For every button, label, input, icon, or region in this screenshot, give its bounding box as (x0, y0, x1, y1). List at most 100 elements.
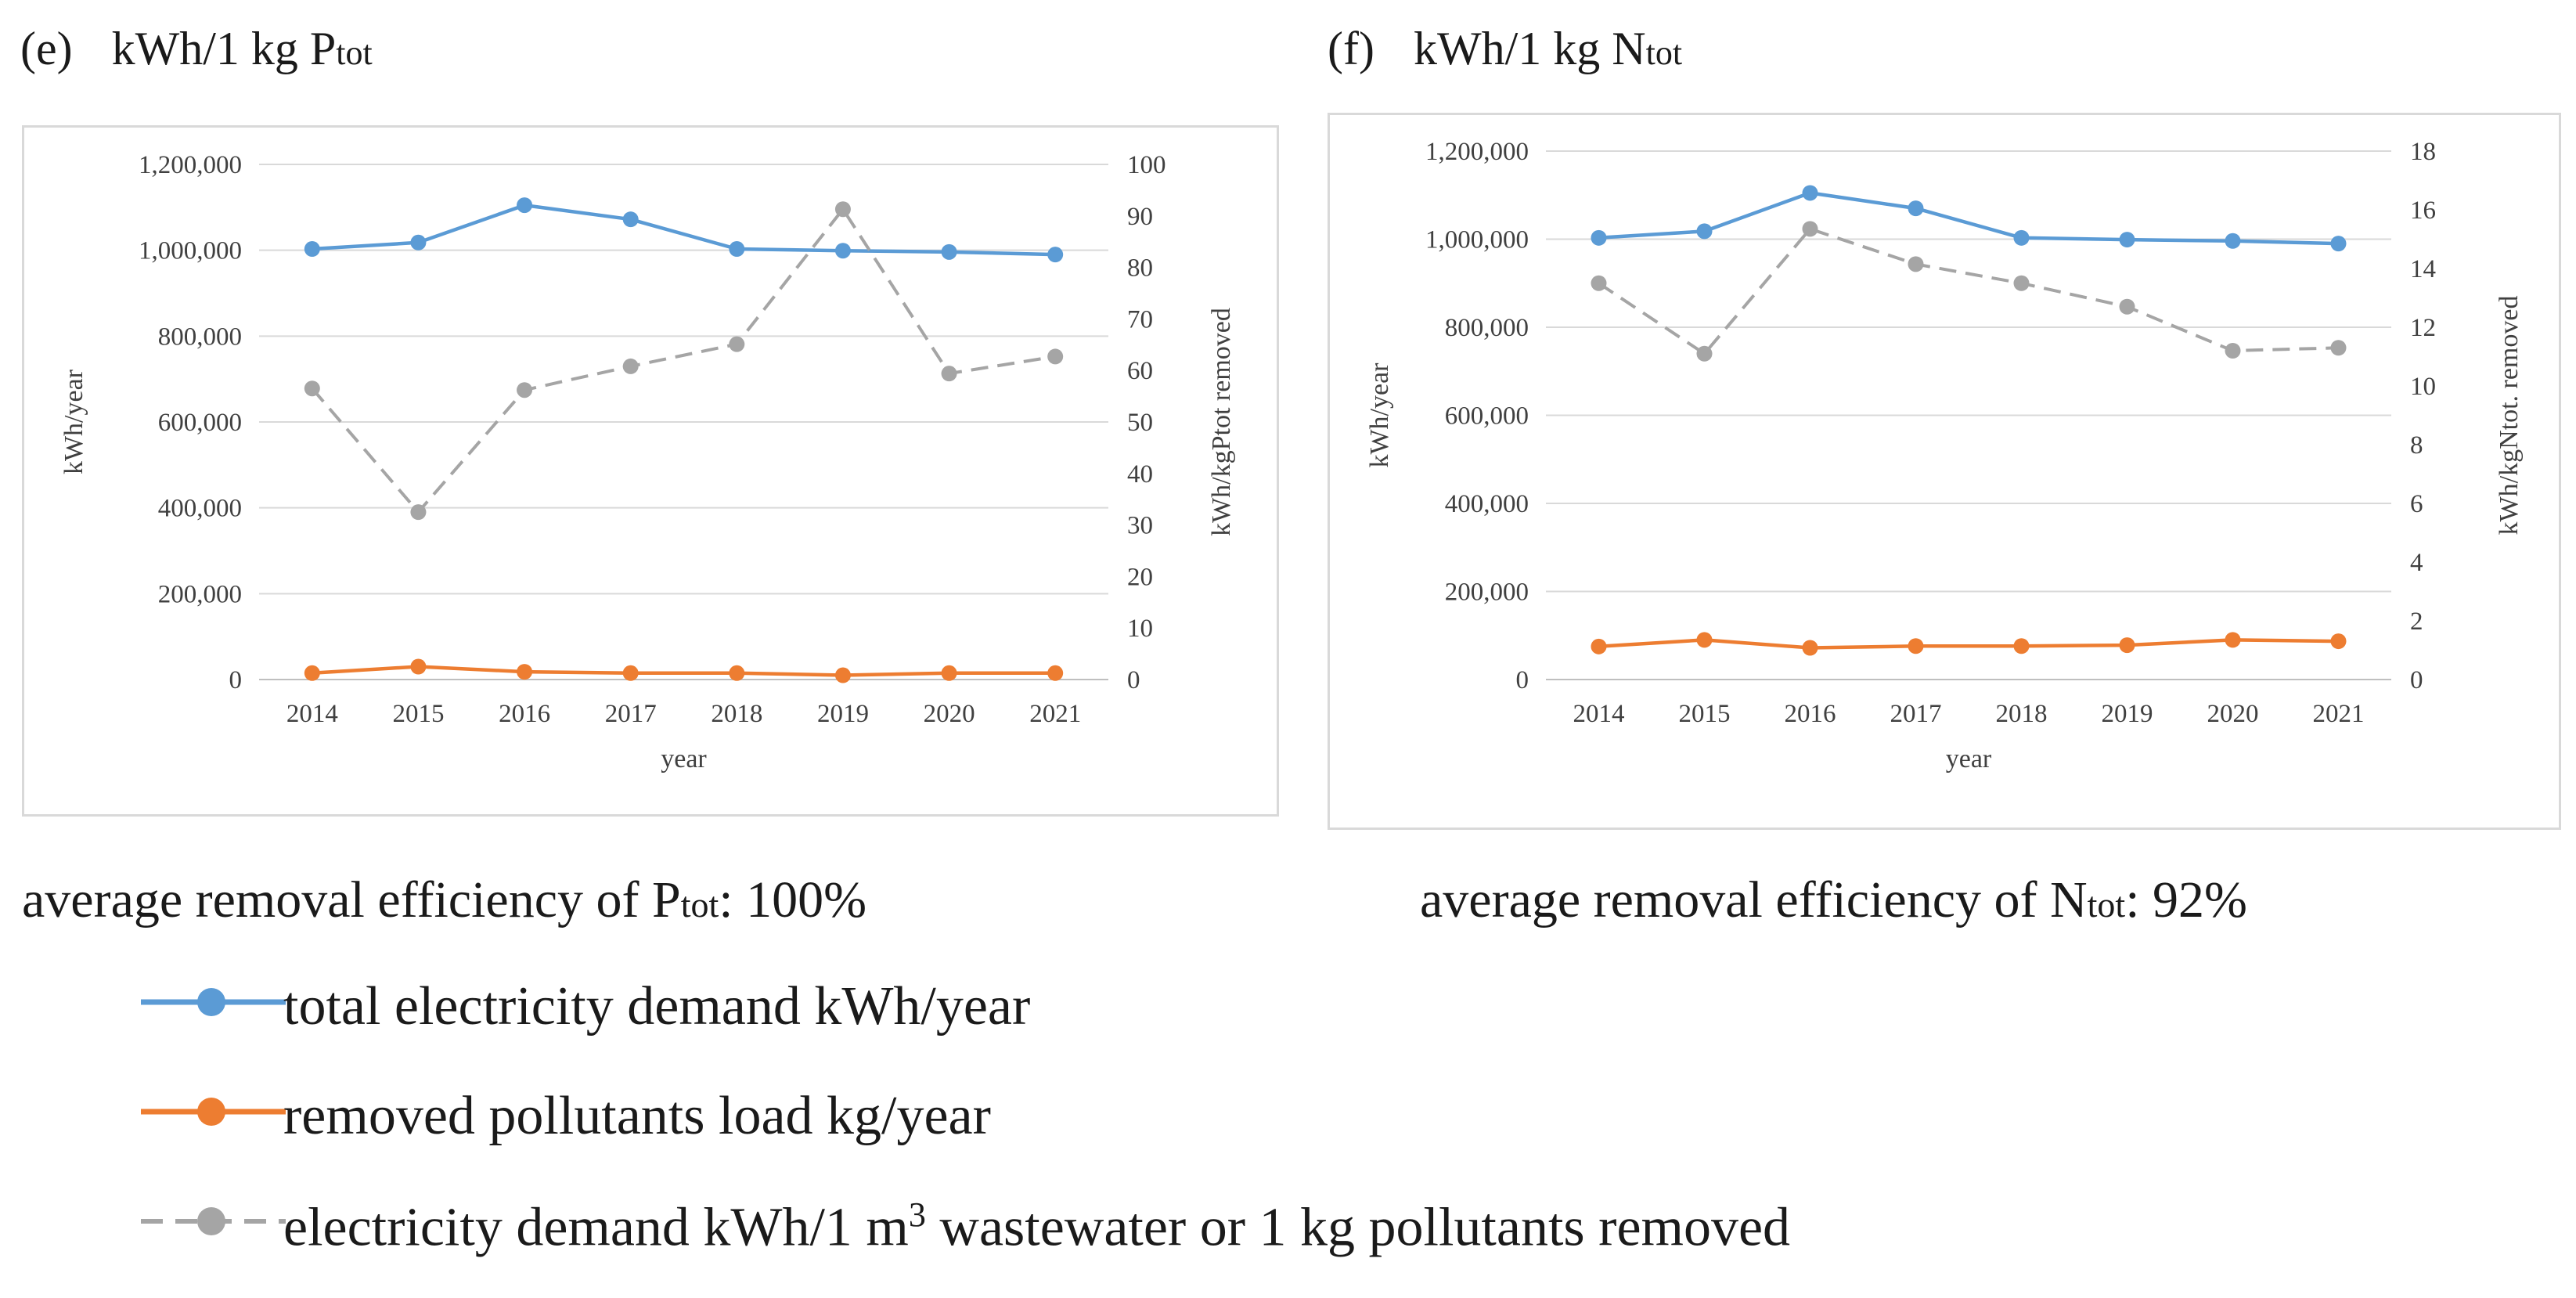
chart-e-point-load (622, 665, 639, 681)
chart-e-series-load-line (312, 665, 1056, 677)
chart-e-y2tick-label: 10 (1127, 615, 1153, 643)
panel-e-title-sub: tot (336, 34, 373, 72)
chart-f-point-per-unit (2225, 343, 2241, 359)
chart-e-point-load (729, 665, 745, 681)
chart-e-xtick-label: 2016 (499, 700, 550, 728)
chart-f-xtick-label: 2015 (1679, 700, 1731, 728)
chart-f-y2tick-label: 12 (2410, 314, 2436, 342)
chart-e-point-per-unit (304, 380, 320, 397)
chart-e-ytick-label: 400,000 (158, 495, 242, 523)
chart-e-y2tick-label: 40 (1127, 460, 1153, 489)
chart-e-point-demand (622, 211, 639, 228)
chart-e-point-demand (834, 243, 851, 259)
legend-label-per-unit-before: electricity demand kWh/1 m (283, 1197, 909, 1258)
panel-f-title-main: kWh/1 kg N (1413, 23, 1646, 74)
chart-e-y2tick-label: 30 (1127, 512, 1153, 540)
chart-f-series-demand-line (1598, 191, 2339, 246)
chart-f-series-load-line (1598, 638, 2339, 650)
chart-e-y2tick-label: 60 (1127, 357, 1153, 385)
chart-f-ytick-label: 800,000 (1445, 314, 1529, 342)
chart-f-y2tick-label: 18 (2410, 138, 2436, 166)
chart-e-point-demand (304, 241, 320, 258)
chart-e-ytick-label: 1,000,000 (139, 237, 242, 265)
chart-f-y2label: kWh/kgNtot. removed (2495, 296, 2524, 535)
chart-e-point-per-unit (622, 358, 639, 374)
chart-e-point-demand (410, 234, 427, 251)
panel-f-letter: (f) (1328, 23, 1374, 74)
chart-f-point-per-unit (1591, 275, 1607, 291)
chart-e-xlabel: year (661, 745, 707, 773)
chart-f-ytick-label: 1,000,000 (1425, 226, 1529, 254)
chart-e-ytick-label: 1,200,000 (139, 151, 242, 179)
chart-f-ylabel: kWh/year (1365, 362, 1394, 468)
caption-e-value: : 100% (719, 871, 867, 928)
chart-f-series-per-unit-line (1598, 227, 2339, 355)
chart-f-ytick-label: 1,200,000 (1425, 138, 1529, 166)
chart-f-y2tick-label: 16 (2410, 197, 2436, 225)
chart-f-point-per-unit (2013, 275, 2030, 291)
chart-e-series-demand-line (312, 203, 1056, 257)
legend-label-per-unit-sup: 3 (908, 1195, 926, 1234)
panel-e-title-main: kWh/1 kg P (111, 23, 337, 74)
caption-f-value: : 92% (2125, 871, 2248, 928)
chart-f-point-demand (1591, 229, 1607, 246)
chart-e-point-per-unit (941, 366, 957, 382)
chart-e-y2tick-label: 70 (1127, 305, 1153, 334)
chart-e-xtick-label: 2018 (711, 700, 762, 728)
chart-e-xtick-label: 2019 (817, 700, 869, 728)
chart-e-point-load (410, 658, 427, 675)
chart-f-point-demand (1696, 223, 1713, 240)
chart-e-y2tick-label: 0 (1127, 666, 1140, 694)
chart-e-ytick-label: 200,000 (158, 580, 242, 608)
chart-f-xtick-label: 2014 (1573, 700, 1625, 728)
chart-f-ytick-label: 200,000 (1445, 579, 1529, 607)
chart-f-point-demand (2330, 236, 2347, 252)
chart-f-point-per-unit (1908, 256, 1924, 272)
chart-f-point-load (2013, 638, 2030, 654)
chart-f-xlabel: year (1946, 745, 1992, 773)
chart-f-y2tick-label: 2 (2410, 608, 2423, 636)
chart-e-point-load (834, 667, 851, 683)
chart-f-y2tick-label: 4 (2410, 549, 2423, 577)
chart-f-y2tick-label: 0 (2410, 666, 2423, 694)
chart-f-ytick-label: 0 (1516, 666, 1529, 694)
chart-f-point-per-unit (1802, 221, 1818, 237)
caption-f: average removal efficiency of Ntot: 92% (1420, 871, 2247, 930)
chart-e-ytick-label: 0 (229, 666, 243, 694)
chart-e-point-demand (729, 241, 745, 258)
chart-f-point-per-unit (2119, 298, 2135, 315)
legend-swatch-load (141, 1098, 286, 1126)
chart-f-point-load (2119, 637, 2135, 654)
chart-e-y2tick-label: 80 (1127, 254, 1153, 283)
chart-f-plot: 0 200,000 400,000 600,000 800,000 1,000,000 1,… (1365, 138, 2524, 773)
chart-e-point-demand (941, 243, 957, 260)
chart-f-point-load (1591, 638, 1607, 654)
chart-f-point-load (2225, 632, 2241, 648)
chart-e-y2tick-label: 100 (1127, 151, 1166, 179)
chart-e-point-per-unit (1047, 348, 1064, 365)
chart-f-point-per-unit (1696, 345, 1713, 362)
chart-f-point-demand (2013, 229, 2030, 246)
legend-label-per-unit: electricity demand kWh/1 m3 wastewater o… (283, 1195, 1790, 1259)
chart-e-point-load (941, 665, 957, 681)
chart-e-plot: 0 200,000 400,000 600,000 800,000 1,000,000 1,… (59, 151, 1236, 773)
chart-e-point-per-unit (834, 201, 851, 218)
caption-e-sub: tot (680, 885, 719, 925)
chart-f-point-demand (2119, 232, 2135, 248)
chart-e-ytick-label: 600,000 (158, 409, 242, 437)
panel-e-letter: (e) (20, 23, 73, 74)
chart-e-frame: 0 200,000 400,000 600,000 800,000 1,000,000 1,… (22, 125, 1279, 817)
legend-label-demand: total electricity demand kWh/year (283, 976, 1031, 1037)
chart-f-xtick-label: 2020 (2207, 700, 2259, 728)
chart-e-ytick-label: 800,000 (158, 323, 242, 351)
caption-e: average removal efficiency of Ptot: 100% (22, 871, 866, 930)
panel-f-title-sub: tot (1645, 34, 1683, 72)
legend-label-per-unit-after: wastewater or 1 kg pollutants removed (925, 1197, 1791, 1258)
chart-f-point-per-unit (2330, 340, 2347, 356)
chart-f-point-load (1908, 638, 1924, 654)
chart-e-y2tick-label: 90 (1127, 203, 1153, 231)
chart-e-point-load (517, 664, 533, 680)
chart-f-frame: 0 200,000 400,000 600,000 800,000 1,000,000 1,… (1328, 113, 2561, 830)
chart-f-xtick-label: 2017 (1890, 700, 1942, 728)
chart-e-point-demand (1047, 247, 1064, 263)
